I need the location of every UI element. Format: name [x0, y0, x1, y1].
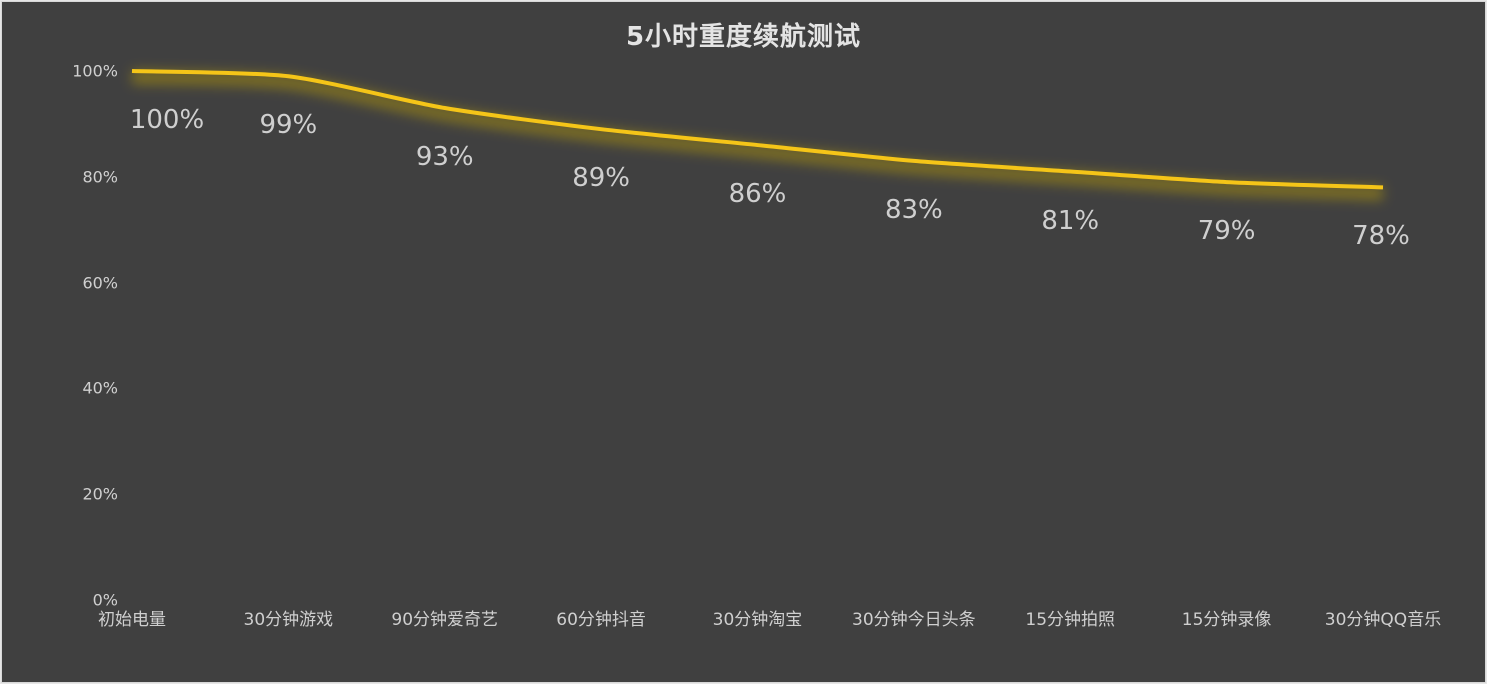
y-tick-label: 0%: [92, 590, 118, 610]
data-label: 83%: [884, 194, 943, 225]
data-label: 86%: [728, 179, 787, 210]
x-tick-label: 90分钟爱奇艺: [391, 610, 499, 630]
y-tick-label: 100%: [72, 61, 118, 81]
x-tick-label: 30分钟QQ音乐: [1324, 610, 1442, 630]
data-label: 81%: [1041, 205, 1100, 236]
y-tick-label: 20%: [82, 484, 118, 504]
x-tick-label: 30分钟今日头条: [852, 610, 976, 630]
x-tick-label: 初始电量: [98, 610, 166, 630]
x-tick-label: 30分钟游戏: [243, 610, 334, 630]
x-tick-label: 30分钟淘宝: [712, 610, 803, 630]
x-tick-label: 15分钟拍照: [1025, 610, 1116, 630]
data-label: 78%: [1352, 221, 1410, 252]
data-label: 100%: [129, 105, 205, 135]
x-tick-label: 15分钟录像: [1181, 610, 1272, 630]
x-tick-label: 60分钟抖音: [556, 610, 646, 630]
chart-title: 5小时重度续航测试: [625, 22, 862, 52]
data-label: 89%: [572, 163, 631, 194]
data-label: 93%: [415, 142, 474, 173]
line-glow: [131, 70, 1384, 201]
data-label: 79%: [1197, 216, 1256, 247]
y-tick-label: 80%: [82, 167, 118, 187]
data-label: 99%: [259, 110, 318, 141]
y-tick-label: 40%: [82, 378, 118, 398]
y-tick-label: 60%: [82, 273, 118, 293]
data-line: [131, 69, 1384, 190]
